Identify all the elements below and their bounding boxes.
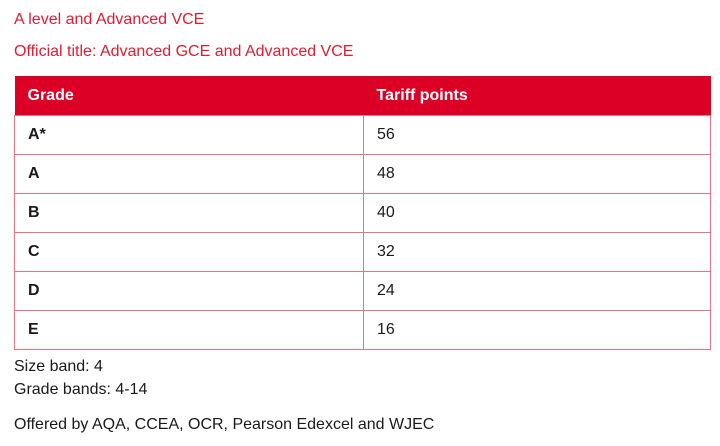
size-band-text: Size band: 4 <box>14 358 103 375</box>
tariff-table: Grade Tariff points A* 56 A 48 B 40 C 32 <box>14 76 711 350</box>
grade-value: E <box>14 310 364 350</box>
grade-value: B <box>14 193 364 233</box>
table-row: C 32 <box>14 232 711 272</box>
table-header-row: Grade Tariff points <box>14 76 711 116</box>
table-row: B 40 <box>14 193 711 233</box>
table-row: E 16 <box>14 310 711 350</box>
grade-value: A* <box>14 115 364 155</box>
document-title: A level and Advanced VCE <box>14 11 205 28</box>
tariff-points-value: 16 <box>363 310 711 350</box>
grade-value: C <box>14 232 364 272</box>
grade-value: A <box>14 154 364 194</box>
column-header-tariff-points: Tariff points <box>363 76 711 116</box>
band-info: Size band: 4 Grade bands: 4-14 <box>14 355 710 401</box>
tariff-points-value: 40 <box>363 193 711 233</box>
tariff-points-value: 56 <box>363 115 711 155</box>
offered-by-text: Offered by AQA, CCEA, OCR, Pearson Edexc… <box>14 416 435 433</box>
tariff-points-value: 24 <box>363 271 711 311</box>
page: A level and Advanced VCE Official title:… <box>14 11 711 433</box>
tariff-points-value: 32 <box>363 232 711 272</box>
column-header-grade: Grade <box>14 76 364 116</box>
table-row: A* 56 <box>14 115 711 155</box>
table-row: D 24 <box>14 271 711 311</box>
official-title: Official title: Advanced GCE and Advance… <box>14 43 354 60</box>
grade-bands-text: Grade bands: 4-14 <box>14 381 148 398</box>
grade-value: D <box>14 271 364 311</box>
tariff-points-value: 48 <box>363 154 711 194</box>
table-row: A 48 <box>14 154 711 194</box>
